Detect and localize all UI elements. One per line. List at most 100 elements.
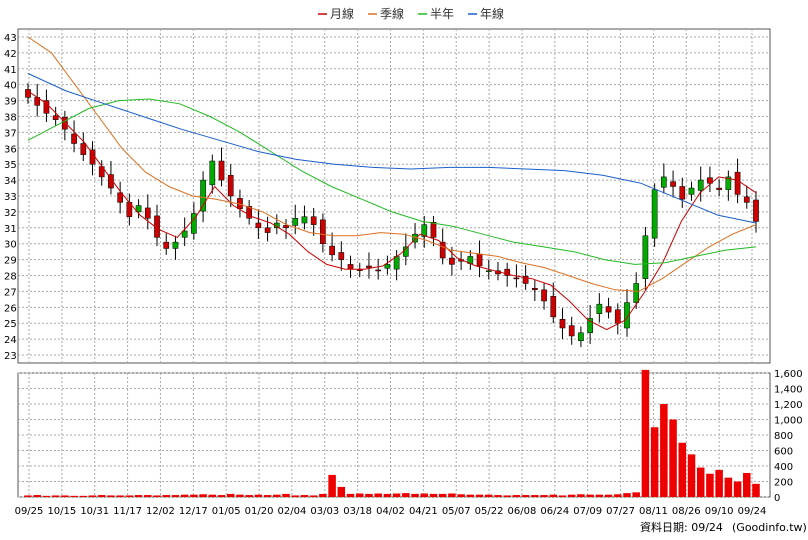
candle-body-35	[347, 264, 354, 270]
volume-bar-45	[438, 493, 447, 497]
candle-body-59	[568, 325, 575, 337]
price-tick-label-11: 34	[4, 176, 17, 187]
x-tick-label-16: 06/24	[540, 506, 569, 517]
volume-bar-25	[254, 494, 263, 497]
volume-bar-69	[660, 404, 668, 497]
volume-tick-label-7: 1,400	[774, 385, 803, 396]
price-panel: 23 24 25 26 27 28 29 30 31 32 33 34 35 36 37 38 39 40 41 42…	[4, 28, 771, 364]
x-tick-label-17: 07/09	[573, 506, 602, 517]
x-tick-label-5: 12/17	[179, 506, 208, 517]
candle-body-0	[25, 89, 31, 98]
volume-bar-74	[706, 473, 714, 497]
candle-body-45	[439, 241, 446, 259]
price-tick-label-18: 41	[4, 65, 17, 76]
volume-bar-41	[402, 493, 410, 497]
price-tick-label-20: 43	[4, 33, 17, 44]
candle-body-72	[688, 187, 695, 195]
candle-body-21	[218, 160, 225, 181]
price-tick-label-15: 38	[4, 112, 17, 123]
candle-body-67	[642, 235, 649, 279]
candle-body-70	[670, 181, 676, 187]
candle-body-4	[62, 117, 68, 130]
x-tick-label-11: 04/02	[376, 506, 405, 517]
volume-bar-77	[733, 481, 742, 497]
volume-bar-2	[42, 495, 51, 497]
volume-bar-75	[715, 469, 723, 497]
volume-tick-label-0: 0	[774, 493, 780, 504]
ma-line-0	[27, 90, 757, 331]
candle-body-69	[661, 176, 667, 188]
price-tick-label-17: 40	[4, 81, 17, 92]
volume-bar-20	[208, 494, 217, 497]
volume-bar-66	[632, 492, 640, 497]
volume-bar-18	[190, 494, 198, 497]
candle-body-17	[181, 230, 188, 238]
volume-bar-70	[669, 419, 677, 497]
price-tick-label-10: 33	[4, 192, 17, 203]
price-tick-label-8: 31	[4, 224, 17, 235]
candle-body-57	[550, 295, 557, 318]
volume-bar-51	[494, 495, 502, 497]
candle-body-28	[283, 225, 289, 229]
volume-bar-52	[503, 495, 511, 497]
candle-body-56	[541, 289, 547, 302]
volume-bar-30	[300, 495, 309, 497]
volume-bar-38	[374, 493, 382, 497]
x-tick-label-22: 09/24	[738, 506, 767, 517]
volume-bar-24	[245, 495, 253, 497]
candle-body-32	[320, 219, 326, 244]
volume-bar-26	[263, 495, 272, 497]
candle-body-22	[227, 175, 234, 197]
volume-bar-23	[236, 494, 244, 497]
x-tick-label-12: 04/21	[409, 506, 438, 517]
candle-body-15	[163, 241, 170, 249]
price-tick-label-2: 25	[4, 319, 17, 330]
volume-bar-61	[586, 494, 594, 497]
legend-label-3: 年線	[480, 6, 504, 21]
volume-bar-76	[724, 477, 733, 497]
candle-body-60	[578, 332, 584, 341]
x-tick-label-9: 03/03	[310, 506, 339, 517]
candle-body-49	[476, 253, 483, 267]
volume-bar-56	[540, 495, 548, 497]
candle-body-29	[292, 218, 299, 226]
x-tick-label-18: 07/27	[606, 506, 635, 517]
volume-bar-9	[107, 495, 115, 497]
candle-body-50	[485, 270, 492, 273]
volume-bar-49	[475, 494, 484, 497]
volume-panel: 0 200 400 600 800 1,000 1,200 1,400 1,600	[17, 369, 803, 504]
x-tick-label-4: 12/02	[146, 506, 175, 517]
volume-bar-28	[282, 493, 290, 497]
candle-body-31	[310, 216, 317, 225]
volume-bar-7	[88, 495, 97, 497]
volume-bar-16	[171, 495, 180, 497]
candle-body-5	[71, 133, 77, 144]
volume-bar-64	[614, 494, 622, 497]
volume-bar-34	[337, 486, 346, 497]
volume-bar-68	[650, 427, 659, 497]
volume-bar-40	[392, 493, 401, 497]
x-tick-label-19: 08/11	[639, 506, 668, 517]
x-tick-label-1: 10/15	[47, 506, 76, 517]
volume-bar-1	[33, 495, 41, 497]
volume-bar-19	[199, 494, 207, 497]
volume-bar-22	[226, 493, 235, 497]
volume-bar-15	[162, 495, 170, 497]
candle-body-62	[596, 303, 603, 314]
volume-tick-label-1: 200	[774, 478, 793, 489]
candle-body-44	[430, 221, 437, 238]
volume-bar-59	[567, 494, 576, 497]
price-tick-label-9: 32	[4, 208, 17, 219]
candle-body-61	[587, 318, 593, 334]
volume-bar-10	[116, 495, 124, 497]
candle-body-40	[393, 256, 400, 270]
candle-body-74	[707, 177, 713, 184]
candle-body-78	[743, 196, 750, 203]
candle-body-34	[338, 252, 345, 260]
volume-bar-44	[429, 493, 438, 497]
price-tick-label-13: 36	[4, 144, 17, 155]
candle-body-52	[504, 268, 511, 276]
data-date-label: 資料日期: 09/24	[640, 520, 723, 534]
volume-bar-63	[604, 494, 613, 497]
volume-bar-36	[355, 493, 364, 497]
